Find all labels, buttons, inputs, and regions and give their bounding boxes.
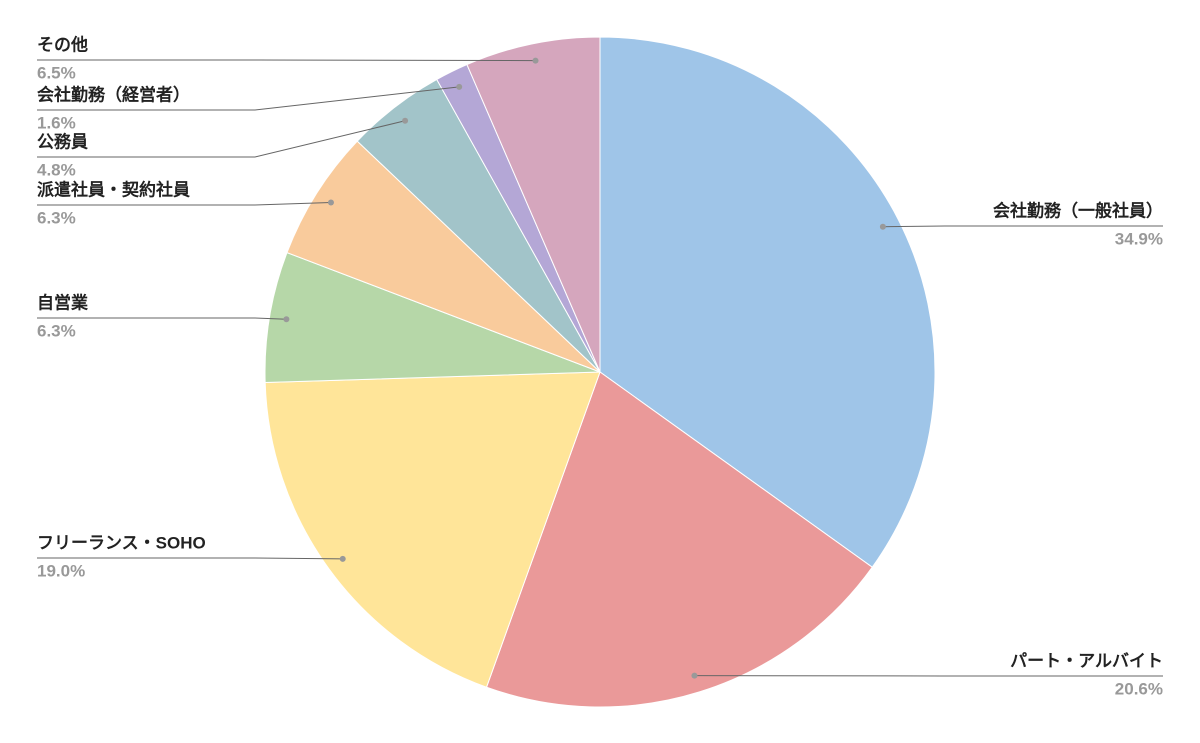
leader-dot [327,199,334,206]
pie-slice [485,371,873,708]
slice-value-label: 4.8% [37,160,76,179]
slice-label: 公務員 [37,131,88,151]
pie-slice [264,371,601,688]
leader-dot [339,555,346,562]
leader-line [37,201,331,206]
leader-line [37,317,287,320]
slice-label: フリーランス・SOHO [37,533,206,552]
pie-slice [286,140,601,373]
slice-label: パート・アルバイト [1010,651,1163,670]
slice-value-label: 19.0% [37,561,85,580]
leader-dot [402,117,409,124]
leader-line [37,557,343,560]
pie-slice [466,36,601,373]
slice-value-label: 34.9% [1115,229,1163,248]
leader-line [882,225,1163,228]
leader-dot [283,316,290,323]
slice-value-label: 6.3% [37,321,76,340]
slice-label: その他 [37,34,88,54]
slice-value-label: 20.6% [1115,679,1163,698]
leader-line [37,86,460,111]
leader-line [37,120,406,158]
slice-label: 派遣社員・契約社員 [37,179,190,199]
leader-dot [456,83,463,90]
slice-value-label: 6.3% [37,208,76,227]
slice-label: 会社勤務（経営者） [37,84,190,104]
leader-line [37,59,536,62]
leader-dot [532,57,539,64]
leader-dot [691,672,698,679]
pie-slice [599,36,936,568]
pie-slice [264,251,601,384]
slice-label: 会社勤務（一般社員） [993,200,1163,220]
slice-value-label: 6.5% [37,63,76,82]
slice-label: 自営業 [37,292,88,312]
slice-value-label: 1.6% [37,113,76,132]
leader-dot [879,223,886,230]
